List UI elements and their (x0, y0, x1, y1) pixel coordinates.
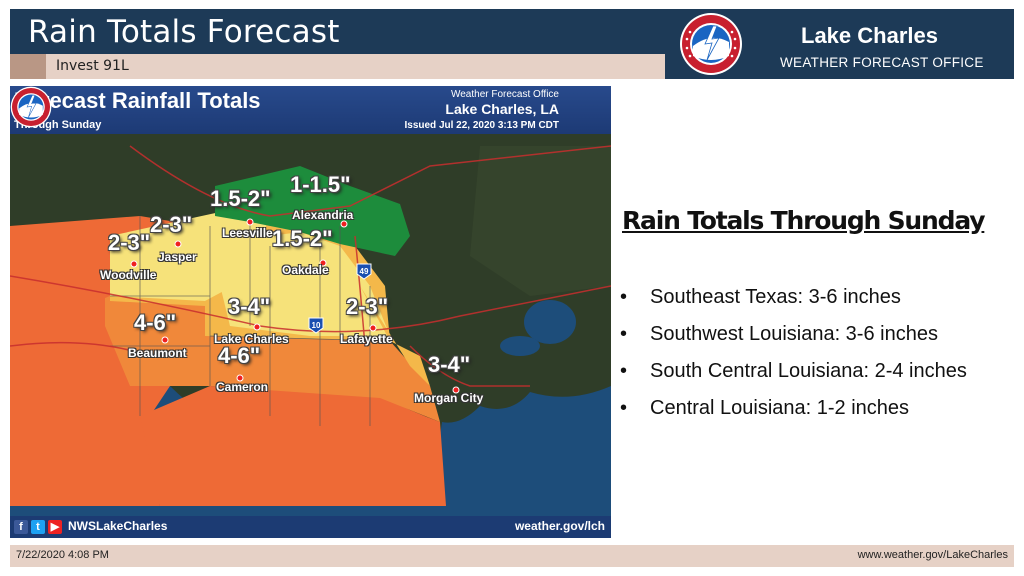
city-label: Cameron (216, 380, 269, 394)
city-label: Woodville (100, 268, 157, 282)
range-label: 2-3" (108, 230, 151, 255)
footer-bar: 7/22/2020 4:08 PM www.weather.gov/LakeCh… (10, 545, 1014, 567)
range-label: 4-6" (134, 310, 177, 335)
interstate-10-marker: 10 (308, 317, 324, 334)
city-label: Alexandria (292, 208, 354, 222)
footer-date: 7/22/2020 4:08 PM (16, 549, 109, 561)
page-title: Rain Totals Forecast (28, 14, 340, 50)
wfo-city: Lake Charles, LA (445, 101, 559, 117)
office-subtitle: WEATHER FORECAST OFFICE (780, 55, 984, 70)
rain-totals-list: • Southeast Texas: 3-6 inches • Southwest … (620, 286, 967, 434)
social-handle: NWSLakeCharles (68, 519, 168, 533)
youtube-icon[interactable]: ▶ (48, 520, 62, 534)
header-bar: Rain Totals Forecast (10, 9, 665, 54)
nws-logo-icon (680, 13, 742, 75)
map-footer: f t ▶ NWSLakeCharles weather.gov/lch (10, 516, 611, 538)
list-item-text: South Central Louisiana: 2-4 inches (650, 360, 967, 382)
list-item: • Southwest Louisiana: 3-6 inches (620, 323, 938, 345)
interstate-10-label: 10 (312, 321, 321, 330)
interstate-49-marker: 49 (356, 263, 372, 280)
city-label: Jasper (158, 250, 197, 264)
wfo-label: Weather Forecast Office (450, 89, 559, 100)
city-label: Morgan City (414, 391, 484, 405)
panel-heading: Rain Totals Through Sunday (622, 206, 986, 235)
range-label: 1.5-2" (272, 226, 333, 251)
range-label: 2-3" (150, 212, 193, 237)
city-label: Oakdale (282, 263, 329, 277)
interstate-49-label: 49 (360, 267, 369, 276)
city-label: Beaumont (128, 346, 187, 360)
facebook-icon[interactable]: f (14, 520, 28, 534)
list-item-text: Southeast Texas: 3-6 inches (650, 286, 901, 308)
subtitle-bar: Invest 91L (10, 54, 665, 79)
range-label: 4-6" (218, 343, 261, 368)
range-label: 1.5-2" (210, 186, 271, 211)
subtitle: Invest 91L (56, 58, 129, 74)
range-label: 2-3" (346, 294, 389, 319)
office-banner: Lake Charles WEATHER FORECAST OFFICE (665, 9, 1014, 79)
issued-time: Issued Jul 22, 2020 3:13 PM CDT (404, 120, 559, 131)
map-graphic: 10 49 (10, 86, 611, 538)
range-label: 3-4" (228, 294, 271, 319)
footer-url[interactable]: www.weather.gov/LakeCharles (857, 549, 1008, 561)
list-item: • South Central Louisiana: 2-4 inches (620, 360, 967, 382)
city-label: Lafayette (340, 332, 393, 346)
range-label: 1-1.5" (290, 172, 351, 197)
social-icons: f t ▶ (14, 520, 62, 534)
map-title: Forecast Rainfall Totals (14, 88, 261, 113)
twitter-icon[interactable]: t (31, 520, 45, 534)
map-site-link[interactable]: weather.gov/lch (514, 519, 605, 533)
range-label: 3-4" (428, 352, 471, 377)
list-item-text: Central Louisiana: 1-2 inches (650, 397, 910, 419)
list-item-text: Southwest Louisiana: 3-6 inches (650, 323, 938, 345)
city-label: Leesville (222, 226, 273, 240)
office-name: Lake Charles (801, 23, 938, 48)
list-item: • Southeast Texas: 3-6 inches (620, 286, 901, 308)
list-item: • Central Louisiana: 1-2 inches (620, 397, 910, 419)
nws-logo-icon (10, 86, 52, 128)
rainfall-map: 10 49 Forecast Rainfall Totals Through S… (10, 86, 611, 538)
city-label: Lake Charles (214, 332, 289, 346)
subtitle-accent (10, 54, 46, 79)
map-banner: Forecast Rainfall Totals Through Sunday … (10, 86, 611, 134)
